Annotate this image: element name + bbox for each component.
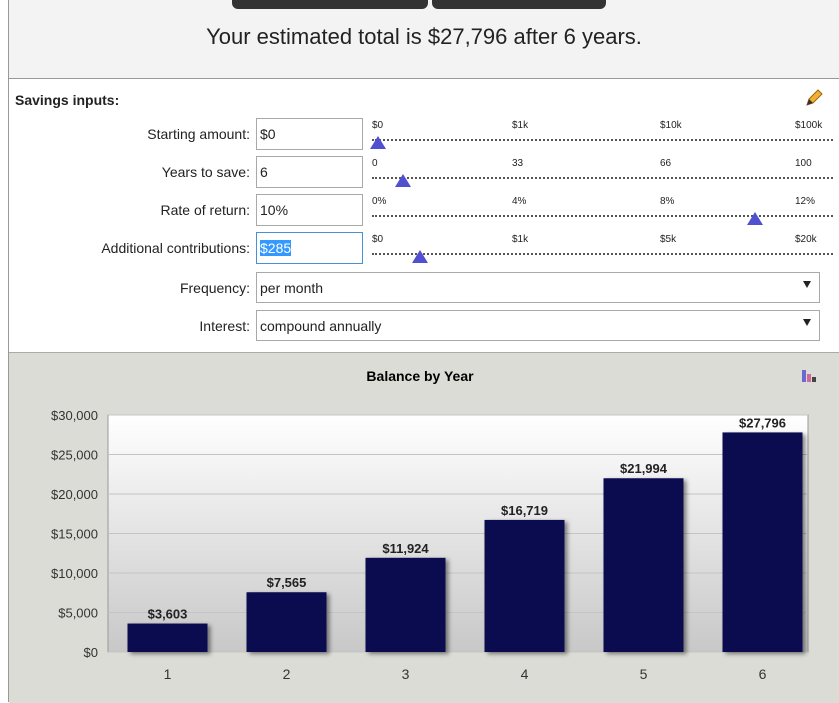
tab-button[interactable] [432,0,606,9]
bar [365,557,446,652]
bar [484,519,565,652]
section-title: Savings inputs: [15,92,120,108]
field-label: Starting amount: [147,126,250,142]
tab-button[interactable] [232,0,428,9]
dropdown-arrow[interactable] [803,281,811,288]
select-label: Frequency: [179,280,250,296]
slider-handle[interactable] [395,174,411,187]
slider-track[interactable] [372,177,833,179]
slider-track[interactable] [372,139,833,141]
slider-scale-label: $1k [512,120,529,131]
y-tick-label: $5,000 [58,606,98,621]
data-label: $11,924 [382,541,429,556]
slider-scale-label: 4% [512,196,527,207]
slider-scale-label: $5k [660,234,677,245]
headline: Your estimated total is $27,796 after 6 … [206,24,642,49]
x-tick-label: 6 [759,666,767,682]
text-input[interactable]: $0 [256,118,363,150]
slider-scale-label: 12% [795,196,816,207]
select-value: per month [260,280,324,296]
x-tick-label: 4 [521,666,529,682]
data-label: $3,603 [148,607,188,622]
slider-scale-label: 0% [372,196,387,207]
bar [722,432,803,652]
input-value: $0 [260,126,276,142]
y-tick-label: $20,000 [51,487,98,502]
edit-icon[interactable] [804,88,824,108]
slider-handle[interactable] [370,136,386,149]
bar [127,623,208,652]
select-value: compound annually [260,318,382,334]
x-tick-label: 2 [283,666,291,682]
bar [603,478,684,652]
field-label: Years to save: [161,164,250,180]
data-label: $7,565 [267,575,307,590]
x-tick-label: 1 [164,666,172,682]
slider-scale-label: 100 [795,158,812,169]
left-border [8,0,9,702]
select-box[interactable]: per month [256,272,820,303]
dropdown-arrow[interactable] [803,319,811,326]
field-label: Additional contributions: [101,240,250,256]
text-input[interactable]: $285 [256,232,363,264]
select-box[interactable]: compound annually [256,310,820,341]
slider-track[interactable] [372,253,833,255]
data-label: $16,719 [501,503,548,518]
y-tick-label: $0 [84,645,98,660]
input-value: 10% [260,202,289,218]
slider-scale-label: $0 [372,234,384,245]
slider-scale-label: $20k [795,234,817,245]
y-tick-label: $30,000 [51,408,98,423]
divider [9,78,839,79]
slider-scale-label: 66 [660,158,672,169]
top-strip [9,0,839,78]
input-value: $285 [260,240,292,256]
slider-scale-label: 8% [660,196,675,207]
slider-scale-label: $10k [660,120,682,131]
input-value: 6 [260,164,268,180]
text-input[interactable]: 6 [256,156,363,188]
chart-title: Balance by Year [366,368,474,384]
y-tick-label: $10,000 [51,566,98,581]
slider-handle[interactable] [412,250,428,263]
chart-icon[interactable] [802,370,816,382]
slider-handle[interactable] [747,212,763,225]
data-label: $27,796 [739,415,786,430]
slider-track[interactable] [372,215,833,217]
slider-scale-label: $1k [512,234,529,245]
slider-scale-label: $100k [795,120,823,131]
x-tick-label: 5 [640,666,648,682]
field-label: Rate of return: [160,202,251,218]
x-tick-label: 3 [402,666,410,682]
data-label: $21,994 [620,461,668,476]
bar [246,592,327,652]
y-tick-label: $15,000 [51,527,98,542]
slider-scale-label: 0 [372,158,378,169]
slider-scale-label: 33 [512,158,524,169]
slider-scale-label: $0 [372,120,384,131]
select-label: Interest: [199,318,250,334]
text-input[interactable]: 10% [256,194,363,226]
y-tick-label: $25,000 [51,448,98,463]
